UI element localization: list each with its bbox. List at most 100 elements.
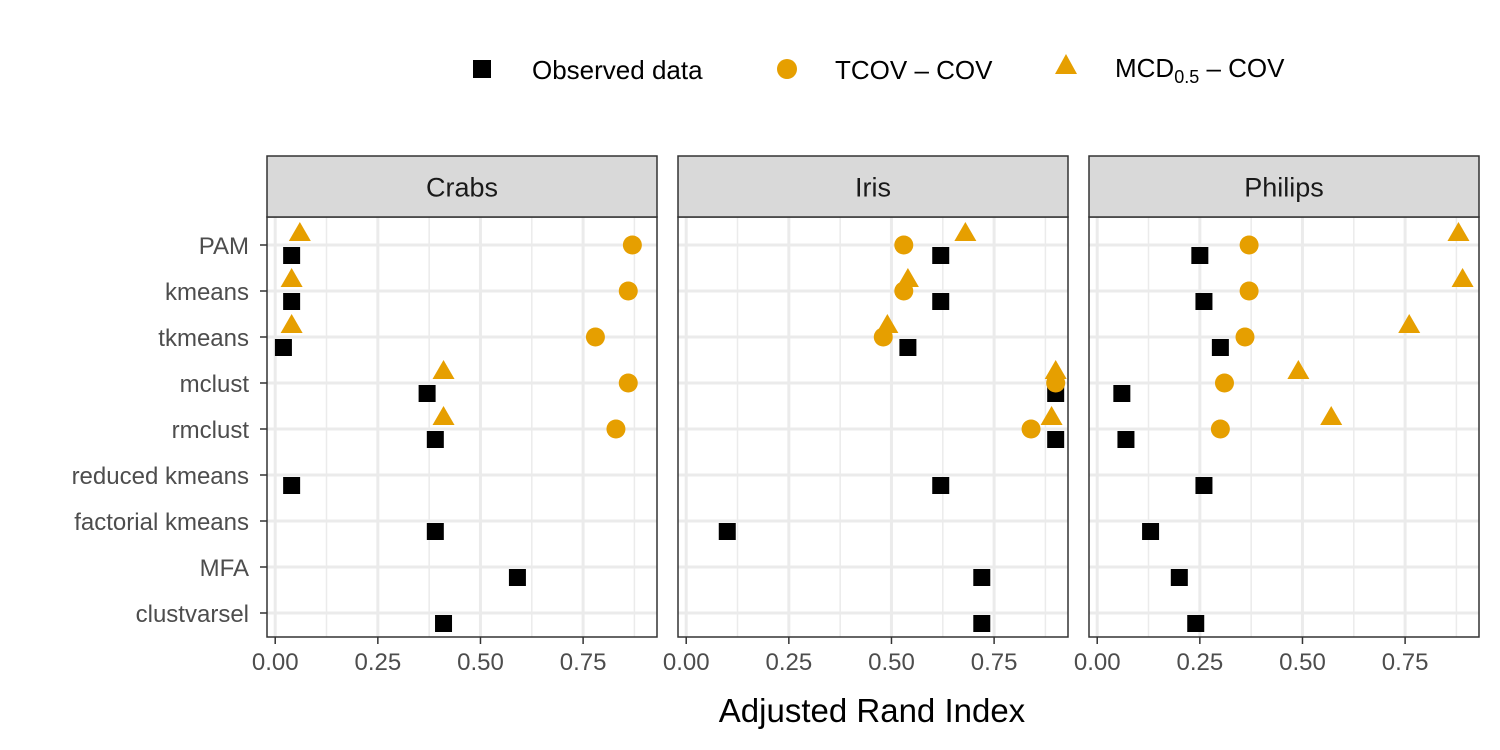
panel-title: Crabs <box>426 173 498 203</box>
x-tick-label: 0.75 <box>1382 649 1429 676</box>
point-observed <box>1047 431 1065 448</box>
point-mcd <box>1044 360 1067 379</box>
point-observed <box>1113 385 1131 402</box>
point-observed <box>973 569 991 586</box>
point-mcd <box>954 222 977 241</box>
point-tcov <box>622 235 642 255</box>
point-mcd <box>896 268 919 287</box>
point-mcd <box>280 268 303 287</box>
x-tick-label: 0.00 <box>252 649 299 676</box>
x-tick-label: 0.50 <box>1279 649 1326 676</box>
point-observed <box>418 385 436 402</box>
y-tick-label: MFA <box>200 555 249 582</box>
x-tick-label: 0.25 <box>354 649 401 676</box>
x-tick-label: 0.50 <box>457 649 504 676</box>
legend-label-observed: Observed data <box>532 55 703 85</box>
point-mcd <box>1447 222 1470 241</box>
point-observed <box>899 339 917 356</box>
y-axis: PAM kmeans tkmeans mclust rmclust reduced kme… <box>72 233 267 628</box>
y-tick-label: kmeans <box>165 279 249 306</box>
point-tcov <box>618 373 638 393</box>
point-mcd <box>280 314 303 333</box>
y-tick-label: mclust <box>180 371 250 398</box>
point-mcd <box>876 314 899 333</box>
panel-crabs: Crabs 0.00 0.25 0.50 0.75 <box>252 155 658 676</box>
point-tcov <box>1210 419 1230 439</box>
legend-label-mcd-sub: 0.5 <box>1174 67 1199 87</box>
legend-key-observed <box>473 60 491 78</box>
point-tcov <box>606 419 626 439</box>
y-tick-label: factorial kmeans <box>74 509 249 536</box>
point-tcov <box>1239 281 1259 301</box>
point-observed <box>1117 431 1135 448</box>
x-tick-label: 0.50 <box>868 649 915 676</box>
legend: Observed data TCOV – COV MCD0.5 – COV <box>473 53 1285 87</box>
point-observed <box>1191 247 1209 264</box>
point-observed <box>932 477 950 494</box>
y-tick-label: clustvarsel <box>136 601 249 628</box>
panel-iris: Iris 0.00 0.25 0.50 0.75 <box>663 155 1069 676</box>
point-observed <box>1187 615 1205 632</box>
point-observed <box>1195 477 1213 494</box>
panel-background <box>678 217 1068 637</box>
x-tick-label: 0.25 <box>1176 649 1223 676</box>
panel-strip <box>677 155 1069 218</box>
point-observed <box>274 339 292 356</box>
point-observed <box>1170 569 1188 586</box>
point-mcd <box>1320 406 1343 425</box>
point-observed <box>1142 523 1160 540</box>
point-mcd <box>432 360 455 379</box>
point-tcov <box>1235 327 1255 347</box>
legend-key-mcd <box>1055 54 1077 74</box>
point-observed <box>283 477 301 494</box>
y-tick-label: reduced kmeans <box>72 463 249 490</box>
point-observed <box>1195 293 1213 310</box>
point-tcov <box>585 327 605 347</box>
x-tick-label: 0.00 <box>1074 649 1121 676</box>
x-tick-label: 0.25 <box>765 649 812 676</box>
point-observed <box>1211 339 1229 356</box>
point-tcov <box>1021 419 1041 439</box>
point-observed <box>932 247 950 264</box>
point-observed <box>426 431 444 448</box>
panel-strip <box>266 155 658 218</box>
point-mcd <box>1287 360 1310 379</box>
point-observed <box>283 293 301 310</box>
point-mcd <box>432 406 455 425</box>
x-tick-label: 0.75 <box>560 649 607 676</box>
point-tcov <box>618 281 638 301</box>
point-observed <box>718 523 736 540</box>
point-mcd <box>288 222 311 241</box>
point-observed <box>932 293 950 310</box>
legend-label-tcov: TCOV – COV <box>835 55 993 85</box>
panel-background <box>1089 217 1479 637</box>
point-tcov <box>1239 235 1259 255</box>
point-mcd <box>1398 314 1421 333</box>
panel-title: Philips <box>1244 173 1324 203</box>
legend-label-mcd-rest: – COV <box>1199 53 1285 83</box>
panel-philips: Philips 0.00 0.25 0.50 0.75 <box>1074 155 1480 676</box>
panel-strip <box>1088 155 1480 218</box>
point-tcov <box>894 235 914 255</box>
legend-label-mcd: MCD0.5 – COV <box>1115 53 1285 87</box>
legend-key-tcov <box>777 59 797 79</box>
point-observed <box>435 615 453 632</box>
point-observed <box>973 615 991 632</box>
point-observed <box>508 569 526 586</box>
point-tcov <box>1214 373 1234 393</box>
point-observed <box>283 247 301 264</box>
y-tick-label: rmclust <box>172 417 250 444</box>
x-axis-title: Adjusted Rand Index <box>719 692 1026 729</box>
panel-background <box>267 217 657 637</box>
point-mcd <box>1451 268 1474 287</box>
x-tick-label: 0.00 <box>663 649 710 676</box>
panels: Crabs 0.00 0.25 0.50 0.75 Iris 0.00 0.25 0.50 0.7… <box>72 155 1480 676</box>
panel-title: Iris <box>855 173 891 203</box>
y-tick-label: PAM <box>199 233 249 260</box>
legend-label-mcd-main: MCD <box>1115 53 1174 83</box>
x-tick-label: 0.75 <box>971 649 1018 676</box>
y-tick-label: tkmeans <box>158 325 249 352</box>
point-observed <box>426 523 444 540</box>
point-mcd <box>1040 406 1063 425</box>
